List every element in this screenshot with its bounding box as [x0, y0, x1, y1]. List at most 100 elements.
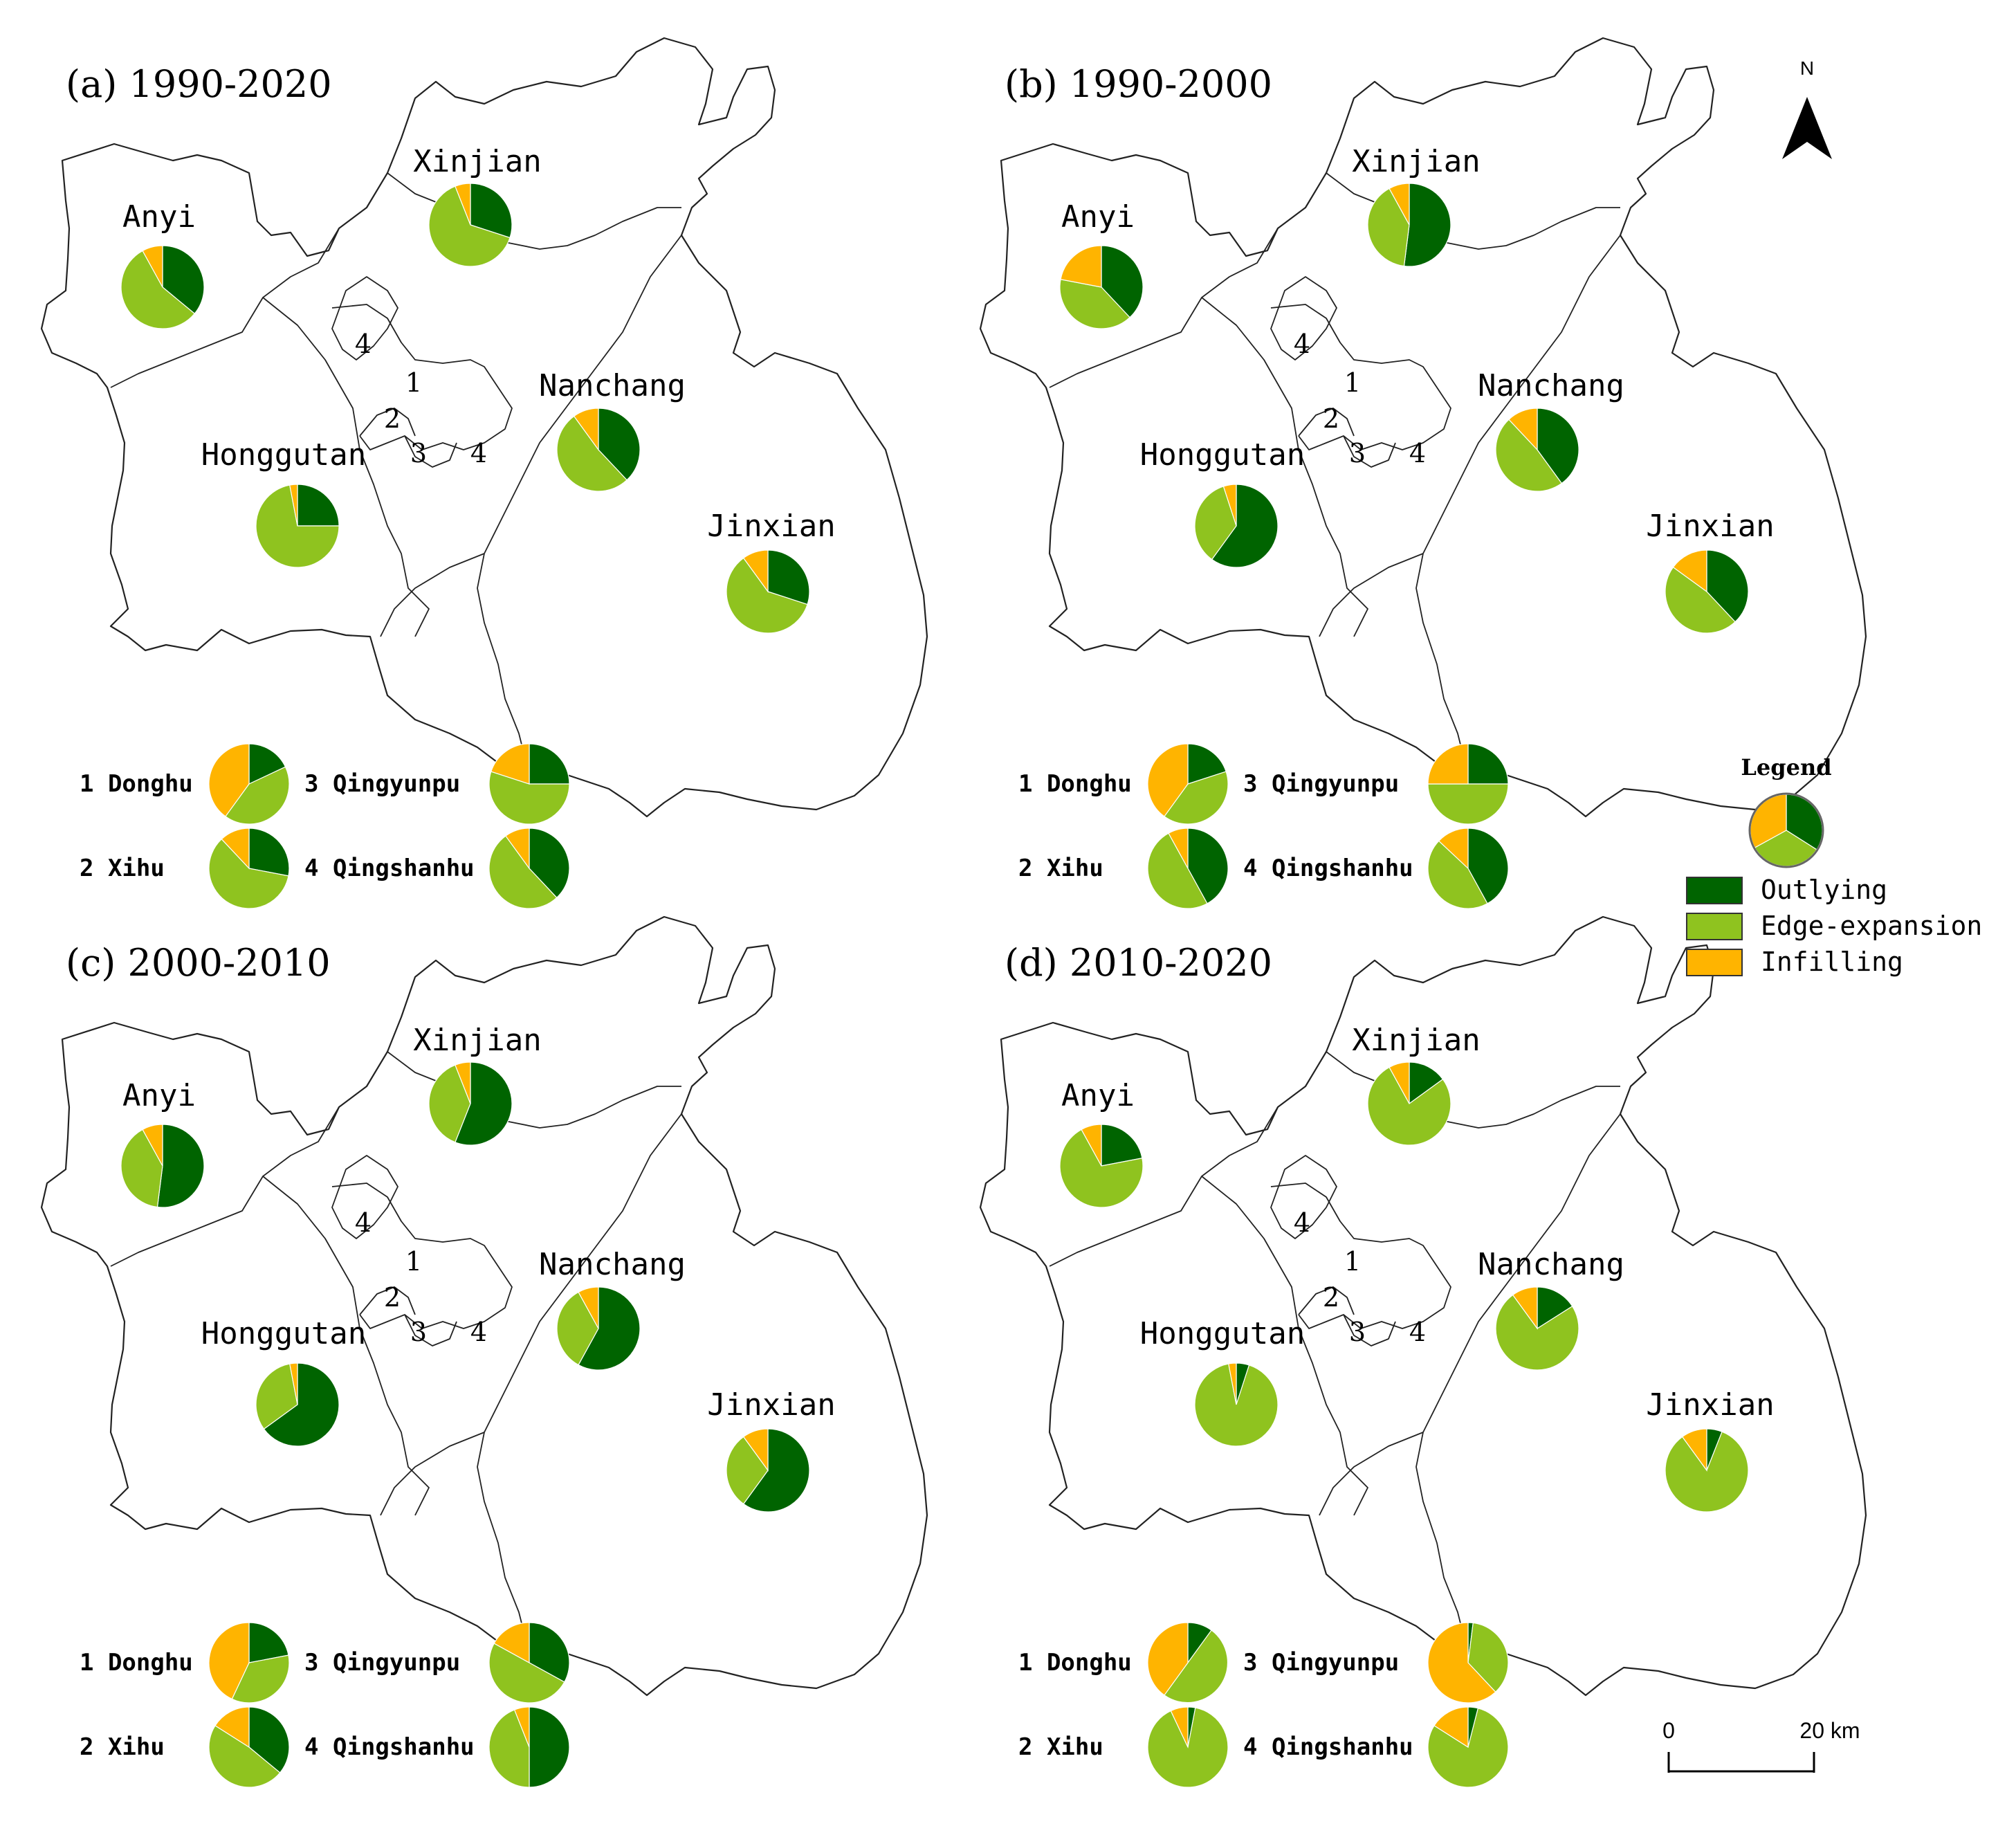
district-boundary: [359, 408, 416, 437]
sub-district-label: 3 Qingyunpu: [1243, 1649, 1399, 1677]
district-number: 3: [1349, 438, 1366, 468]
district-label: Anyi: [1061, 199, 1135, 235]
outlying-slice: [578, 1286, 641, 1371]
district-number: 4: [355, 1207, 372, 1238]
district-pie: [428, 1061, 513, 1146]
outlying-slice: [529, 1706, 570, 1788]
district-boundary: [110, 228, 340, 388]
district-boundary: [1319, 553, 1424, 637]
infilling-slice: [1060, 245, 1102, 288]
infilling-slice: [573, 408, 599, 451]
district-pie: [1665, 549, 1749, 634]
district-number: 4: [470, 438, 487, 468]
edge-expansion-slice: [255, 484, 340, 568]
legend-swatch: [1686, 913, 1743, 940]
district-boundary: [1201, 297, 1368, 637]
district-label: Jinxian: [707, 509, 835, 544]
outlying-slice: [297, 484, 340, 527]
district-boundary: [331, 1155, 398, 1239]
district-pie: [1367, 1061, 1451, 1146]
district-pie: [1194, 484, 1279, 568]
district-number: 1: [405, 367, 422, 398]
district-label: Anyi: [1061, 1078, 1135, 1113]
district-boundary: [404, 1314, 457, 1346]
edge-expansion-slice: [120, 1129, 163, 1208]
infilling-slice: [1389, 183, 1410, 226]
infilling-slice: [455, 1061, 471, 1104]
district-number: 4: [1409, 438, 1426, 468]
sub-district-label: 1 Donghu: [1018, 1649, 1132, 1677]
sub-district-pie: [488, 743, 570, 825]
district-boundary: [262, 1176, 430, 1516]
district-label: Honggutan: [1140, 1316, 1305, 1351]
district-number: 1: [1344, 367, 1361, 398]
edge-expansion-slice: [428, 185, 511, 267]
edge-expansion-slice: [1059, 279, 1130, 329]
map-panel: (b) 1990-2000 4 123 4 Anyi Xinjian Nanchang Hon…: [979, 37, 1867, 909]
infilling-slice: [1389, 1061, 1410, 1104]
district-boundary: [1298, 1286, 1355, 1315]
legend-swatch: [1686, 877, 1743, 904]
district-number: 2: [384, 1282, 401, 1313]
outlying-slice: [470, 183, 513, 239]
district-boundary: [1049, 1106, 1279, 1267]
infilling-slice: [1672, 549, 1707, 593]
district-boundary: [1415, 1113, 1621, 1641]
legend-label: Edge-expansion: [1761, 911, 1982, 941]
district-label: Xinjian: [1352, 1023, 1480, 1058]
legend-label: Infilling: [1761, 947, 1903, 977]
district-label: Honggutan: [201, 437, 366, 473]
district-number: 4: [1294, 1207, 1310, 1238]
infilling-slice: [1228, 1362, 1237, 1405]
infilling-slice: [1147, 743, 1189, 817]
outlying-slice: [529, 828, 570, 899]
district-boundary: [477, 1113, 682, 1641]
district-boundary: [1201, 1176, 1368, 1516]
sub-district-pie: [488, 828, 570, 909]
edge-expansion-slice: [1665, 566, 1736, 634]
infilling-slice: [1438, 828, 1469, 870]
district-pie: [1495, 408, 1579, 492]
edge-expansion-slice: [488, 835, 558, 909]
district-label: Honggutan: [201, 1316, 366, 1351]
legend-sample-pie: [1750, 794, 1823, 867]
sub-district-label: 2 Xihu: [1018, 855, 1103, 882]
edge-expansion-slice: [1147, 1707, 1229, 1788]
edge-expansion-slice: [1427, 1708, 1509, 1788]
district-boundary: [698, 1141, 727, 1170]
edge-expansion-slice: [488, 771, 570, 825]
district-boundary: [1637, 262, 1666, 291]
outlying-slice: [1101, 1124, 1143, 1167]
district-boundary: [1415, 235, 1621, 762]
district-boundary: [404, 435, 457, 468]
outlying-slice: [529, 743, 570, 785]
edge-expansion-slice: [231, 1654, 290, 1704]
district-label: Nanchang: [539, 1247, 686, 1282]
outlying-slice: [1187, 828, 1229, 904]
district-pie: [255, 484, 340, 568]
district-boundary: [1637, 1141, 1666, 1170]
edge-expansion-slice: [428, 1064, 471, 1143]
infilling-slice: [221, 828, 250, 870]
sub-district-pie: [1147, 1706, 1229, 1788]
edge-expansion-slice: [1427, 783, 1509, 825]
infilling-slice: [1508, 408, 1538, 451]
district-boundary: [1319, 1432, 1424, 1516]
infilling-slice: [289, 484, 298, 527]
legend-swatch: [1686, 949, 1743, 976]
sub-district-pie: [208, 828, 290, 909]
edge-expansion-slice: [120, 250, 196, 329]
region-boundary: [979, 37, 1867, 818]
edge-expansion-slice: [726, 557, 808, 634]
district-number: 3: [1349, 1317, 1366, 1347]
district-number: 2: [1323, 1282, 1339, 1313]
district-boundary: [380, 553, 485, 637]
district-label: Jinxian: [1646, 509, 1774, 544]
sub-district-pie: [1147, 1622, 1229, 1704]
outlying-slice: [1706, 549, 1749, 623]
district-boundary: [380, 1432, 485, 1516]
outlying-slice: [1467, 743, 1509, 785]
outlying-slice: [1187, 743, 1227, 785]
region-boundary: [979, 915, 1867, 1697]
